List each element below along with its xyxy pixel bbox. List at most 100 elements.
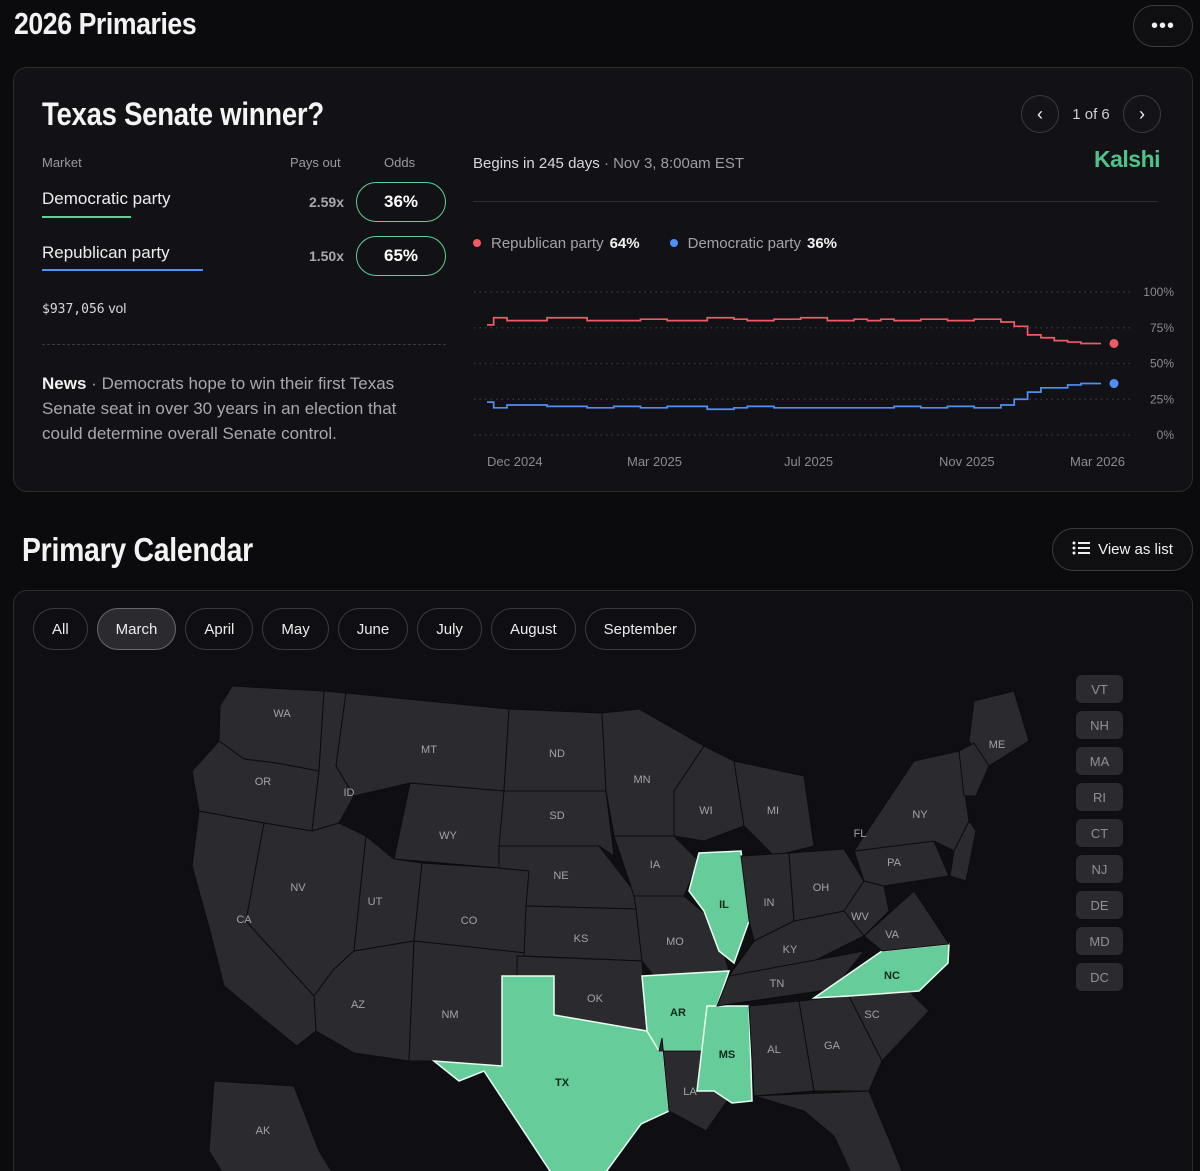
- pager-label: 1 of 6: [1072, 105, 1110, 123]
- news-text: Democrats hope to win their first Texas …: [42, 374, 397, 443]
- state-sd: [498, 790, 615, 858]
- state-button-vt[interactable]: VT: [1076, 675, 1123, 703]
- news-sep: ·: [91, 374, 97, 393]
- state-button-ri[interactable]: RI: [1076, 783, 1123, 811]
- column-market: Market: [42, 155, 82, 170]
- odds-button[interactable]: 65%: [356, 236, 446, 276]
- x-tick-label: Mar 2025: [627, 454, 682, 469]
- prev-button[interactable]: ‹: [1021, 95, 1059, 133]
- tab-september[interactable]: September: [584, 608, 697, 650]
- state-label: NY: [912, 809, 928, 821]
- news-label: News: [42, 374, 87, 393]
- market-row-payout: 1.50x: [308, 248, 344, 264]
- market-row-name[interactable]: Democratic party: [42, 189, 171, 208]
- state-label: PA: [887, 857, 902, 869]
- next-button[interactable]: ›: [1123, 95, 1161, 133]
- legend-item: Republican party 64%: [473, 235, 640, 252]
- column-pays-out: Pays out: [290, 155, 341, 170]
- state-label: IN: [764, 897, 775, 909]
- page-title: 2026 Primaries: [14, 6, 197, 41]
- begins: Begins in 245 days · Nov 3, 8:00am EST: [473, 155, 744, 172]
- news: News · Democrats hope to win their first…: [42, 371, 432, 446]
- state-label: MT: [421, 744, 437, 756]
- state-fl: [753, 1090, 903, 1171]
- odds-button[interactable]: 36%: [356, 182, 446, 222]
- series-end-dot: [1109, 379, 1119, 389]
- odds-chart: 100% 75% 50% 25% 0% Dec 2024 Mar 2025 Jul 2025 N…: [474, 285, 1175, 469]
- tab-july[interactable]: July: [417, 608, 482, 650]
- state-label: ID: [344, 787, 355, 799]
- state-label: CA: [236, 914, 252, 926]
- column-odds: Odds: [384, 155, 416, 170]
- divider: [42, 344, 446, 345]
- series-line: [487, 382, 1101, 411]
- state-label: WV: [851, 911, 869, 923]
- state-label: OH: [813, 882, 830, 894]
- state-label: VA: [885, 929, 900, 941]
- state-button-nj[interactable]: NJ: [1076, 855, 1123, 883]
- calendar-card: WA OR CA ID NV MT WY UT AZ CO NM ND SD NE KS OK TX MN IA MO…: [13, 590, 1193, 1171]
- market-row-underline: [42, 216, 131, 218]
- chevron-right-icon: ›: [1139, 103, 1145, 124]
- view-as-list-button[interactable]: View as list: [1052, 528, 1193, 571]
- tab-june[interactable]: June: [337, 608, 409, 650]
- tab-march[interactable]: March: [96, 608, 177, 650]
- state-button-nh[interactable]: NH: [1076, 711, 1123, 739]
- state-label: MN: [633, 774, 650, 786]
- x-tick-label: Dec 2024: [487, 454, 543, 469]
- legend-value: 64%: [609, 235, 640, 252]
- legend-value: 36%: [806, 235, 838, 252]
- state-label: SC: [864, 1009, 879, 1021]
- state-me: [968, 690, 1030, 767]
- market-row-payout: 2.59x: [308, 194, 344, 210]
- state-wv: [843, 880, 890, 937]
- state-button-ct[interactable]: CT: [1076, 819, 1123, 847]
- x-tick-label: Nov 2025: [939, 454, 995, 469]
- state-label: NV: [290, 882, 306, 894]
- state-label: AR: [670, 1007, 686, 1019]
- divider: [473, 201, 1157, 202]
- volume-unit: vol: [108, 300, 127, 316]
- legend-label: Democratic party: [687, 235, 801, 252]
- tab-all[interactable]: All: [33, 608, 88, 650]
- state-wy: [393, 782, 505, 869]
- legend-label: Republican party: [491, 235, 604, 252]
- small-states: VT NH MA RI CT NJ DE MD DC: [1076, 675, 1123, 991]
- state-ny: [852, 750, 970, 852]
- state-label: SD: [549, 810, 564, 822]
- state-label: IA: [650, 859, 661, 871]
- state-label: WI: [699, 805, 712, 817]
- y-tick-label: 75%: [1150, 321, 1174, 335]
- begins-main: Begins in 245 days: [473, 155, 600, 172]
- y-tick-label: 100%: [1143, 285, 1174, 299]
- state-label: GA: [824, 1040, 841, 1052]
- chevron-left-icon: ‹: [1037, 103, 1043, 124]
- tab-may[interactable]: May: [262, 608, 329, 650]
- market-row-name[interactable]: Republican party: [42, 243, 170, 262]
- state-button-ma[interactable]: MA: [1076, 747, 1123, 775]
- calendar-title: Primary Calendar: [22, 531, 253, 568]
- blue-dot-icon: [669, 239, 678, 247]
- red-dot-icon: [473, 239, 481, 247]
- state-button-dc[interactable]: DC: [1076, 963, 1123, 991]
- state-co: [413, 862, 530, 954]
- y-tick-label: 50%: [1150, 357, 1174, 371]
- state-ak: [208, 1080, 333, 1171]
- tab-august[interactable]: August: [490, 608, 576, 650]
- begins-sub: · Nov 3, 8:00am EST: [603, 155, 744, 172]
- series-line: [487, 316, 1101, 345]
- state-button-de[interactable]: DE: [1076, 891, 1123, 919]
- state-nj-area: [949, 820, 977, 882]
- tab-april[interactable]: April: [185, 608, 254, 650]
- y-tick-label: 0%: [1157, 428, 1175, 442]
- state-label: WY: [439, 830, 457, 842]
- more-options-button[interactable]: •••: [1133, 5, 1193, 47]
- state-label: OR: [255, 776, 272, 788]
- state-label: WA: [273, 708, 291, 720]
- state-label: CO: [461, 915, 478, 927]
- state-label: OK: [587, 993, 604, 1005]
- state-button-md[interactable]: MD: [1076, 927, 1123, 955]
- state-label: ME: [989, 739, 1006, 751]
- state-label: MS: [719, 1049, 736, 1061]
